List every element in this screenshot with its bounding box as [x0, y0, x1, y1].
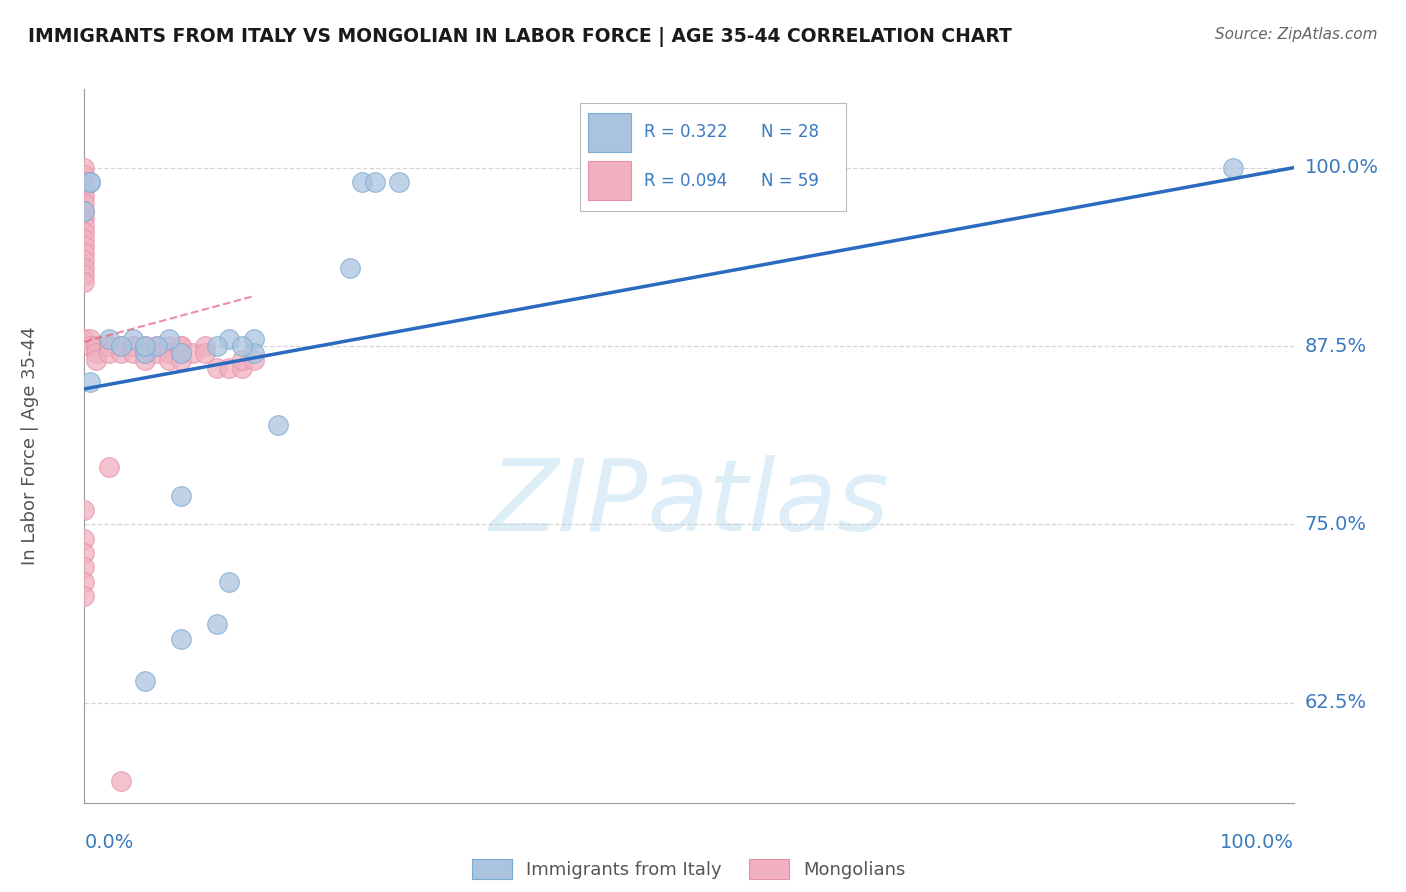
Text: 62.5%: 62.5%	[1305, 693, 1367, 713]
Point	[97, 339, 120, 353]
Point	[134, 674, 156, 689]
Text: 75.0%: 75.0%	[1305, 515, 1367, 534]
Point	[157, 346, 180, 360]
Text: ZIPatlas: ZIPatlas	[489, 455, 889, 551]
Point	[73, 503, 96, 517]
Point	[218, 360, 240, 375]
Point	[1222, 161, 1244, 175]
Point	[73, 332, 96, 346]
Point	[121, 346, 143, 360]
Point	[79, 175, 101, 189]
Point	[207, 617, 229, 632]
Point	[73, 260, 96, 275]
Point	[157, 339, 180, 353]
Point	[73, 161, 96, 175]
Point	[363, 175, 385, 189]
Point	[181, 346, 204, 360]
Point	[194, 339, 217, 353]
Point	[170, 489, 193, 503]
Point	[73, 239, 96, 253]
Point	[79, 332, 101, 346]
Point	[170, 346, 193, 360]
Point	[170, 346, 193, 360]
Point	[73, 253, 96, 268]
Point	[339, 260, 361, 275]
Point	[121, 339, 143, 353]
Legend: Immigrants from Italy, Mongolians: Immigrants from Italy, Mongolians	[465, 852, 912, 887]
Point	[73, 574, 96, 589]
Point	[134, 346, 156, 360]
Text: 100.0%: 100.0%	[1219, 833, 1294, 853]
Point	[73, 175, 96, 189]
Point	[73, 196, 96, 211]
Text: Source: ZipAtlas.com: Source: ZipAtlas.com	[1215, 27, 1378, 42]
Point	[73, 182, 96, 196]
Point	[73, 225, 96, 239]
Point	[242, 353, 264, 368]
Point	[73, 546, 96, 560]
Point	[86, 353, 108, 368]
Point	[73, 560, 96, 574]
Point	[170, 339, 193, 353]
Point	[73, 532, 96, 546]
Point	[73, 246, 96, 260]
Point	[110, 774, 132, 789]
Point	[73, 268, 96, 282]
Point	[110, 346, 132, 360]
Point	[73, 203, 96, 218]
Point	[231, 339, 253, 353]
Point	[79, 375, 101, 389]
Point	[97, 346, 120, 360]
Text: 87.5%: 87.5%	[1305, 336, 1367, 356]
Point	[242, 346, 264, 360]
Point	[157, 332, 180, 346]
Point	[121, 339, 143, 353]
Text: 100.0%: 100.0%	[1305, 158, 1379, 178]
Point	[170, 339, 193, 353]
Point	[73, 189, 96, 203]
Text: In Labor Force | Age 35-44: In Labor Force | Age 35-44	[21, 326, 39, 566]
Point	[194, 346, 217, 360]
Point	[73, 589, 96, 603]
Point	[79, 339, 101, 353]
Point	[170, 353, 193, 368]
Point	[97, 460, 120, 475]
Point	[134, 353, 156, 368]
Point	[218, 332, 240, 346]
Point	[79, 175, 101, 189]
Point	[134, 346, 156, 360]
Point	[388, 175, 411, 189]
Point	[110, 339, 132, 353]
Point	[110, 339, 132, 353]
Point	[97, 332, 120, 346]
Point	[97, 339, 120, 353]
Point	[73, 275, 96, 289]
Point	[146, 339, 169, 353]
Point	[86, 339, 108, 353]
Point	[121, 332, 143, 346]
Point	[352, 175, 374, 189]
Point	[218, 574, 240, 589]
Point	[146, 346, 169, 360]
Point	[73, 232, 96, 246]
Point	[73, 168, 96, 182]
Text: IMMIGRANTS FROM ITALY VS MONGOLIAN IN LABOR FORCE | AGE 35-44 CORRELATION CHART: IMMIGRANTS FROM ITALY VS MONGOLIAN IN LA…	[28, 27, 1012, 46]
Point	[207, 360, 229, 375]
Point	[73, 211, 96, 225]
Point	[231, 360, 253, 375]
Point	[157, 353, 180, 368]
Point	[73, 218, 96, 232]
Point	[146, 339, 169, 353]
Point	[134, 339, 156, 353]
Point	[267, 417, 290, 432]
Point	[170, 632, 193, 646]
Point	[231, 353, 253, 368]
Point	[134, 339, 156, 353]
Point	[242, 332, 264, 346]
Point	[86, 346, 108, 360]
Text: 0.0%: 0.0%	[84, 833, 134, 853]
Point	[73, 203, 96, 218]
Point	[207, 339, 229, 353]
